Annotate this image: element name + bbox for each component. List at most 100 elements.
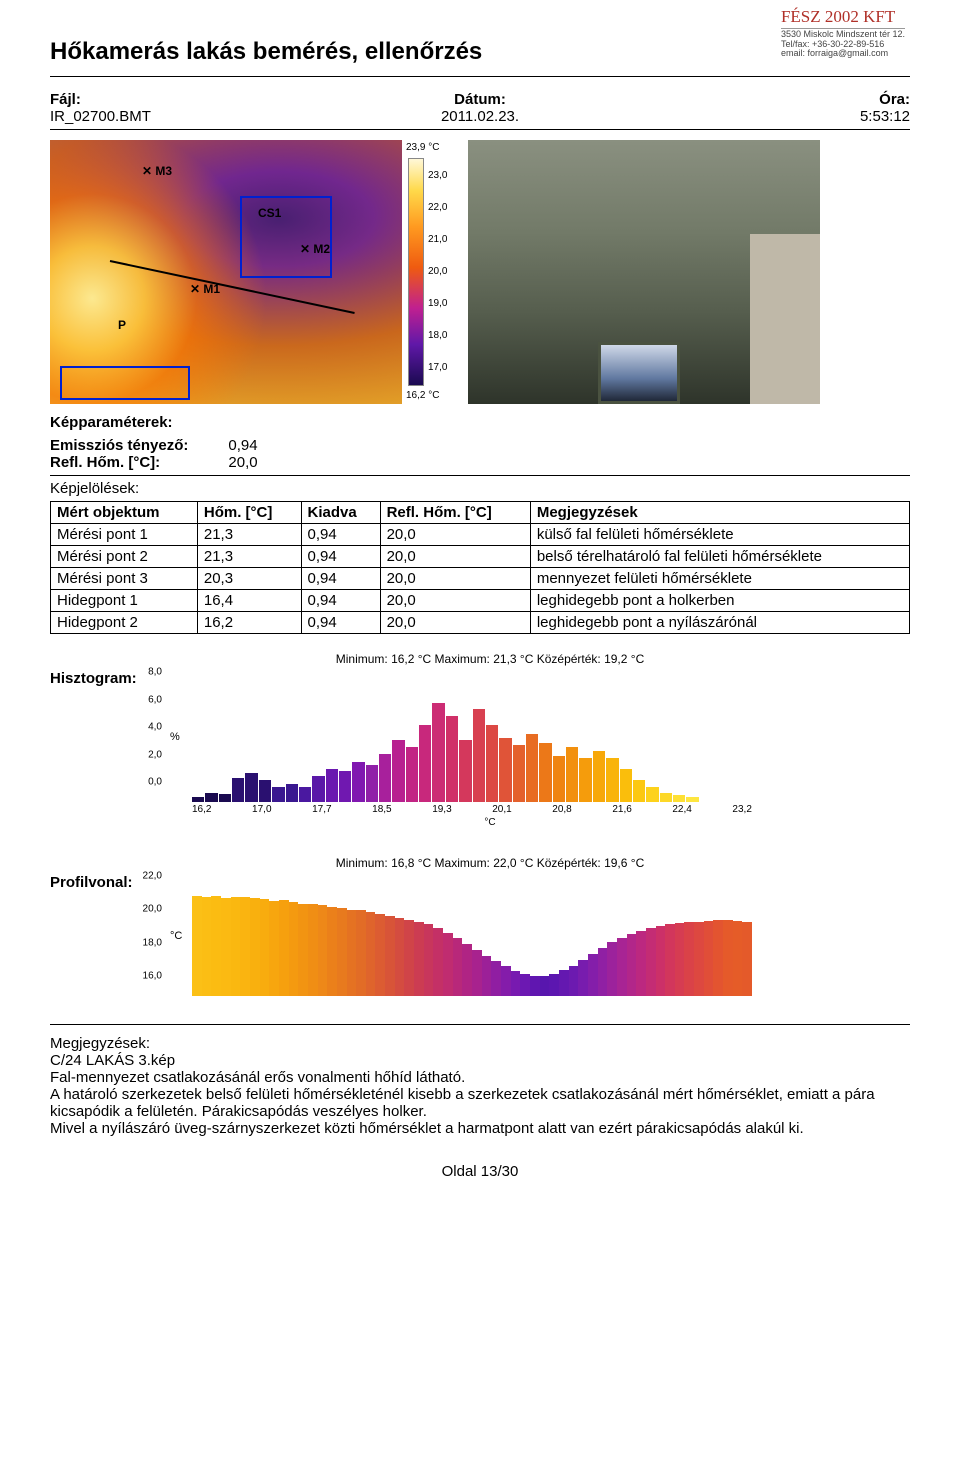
profile-bar [588,954,598,996]
profile-bar [211,896,221,996]
profile-bar [395,918,405,996]
profile-bar [549,974,559,996]
table-cell: Hidegpont 1 [51,590,198,612]
table-cell: 0,94 [301,568,380,590]
company-header: FÉSZ 2002 KFT 3530 Miskolc Mindszent tér… [781,8,905,59]
photo-window [598,342,680,404]
histogram-bar [406,747,418,802]
col-refl: Refl. Hőm. [°C] [380,502,530,524]
histogram-bar [673,795,685,802]
date-label: Dátum: [337,91,624,108]
table-cell: 0,94 [301,546,380,568]
y-tick: 18,0 [143,937,162,948]
y-tick: 4,0 [148,722,162,733]
col-emiss: Kiadva [301,502,380,524]
profile-bar [462,944,472,996]
histogram-bar [432,703,444,802]
profile-bar [665,924,675,996]
profile-bar [627,934,637,996]
table-cell: 20,0 [380,590,530,612]
histogram-bar [366,765,378,802]
x-tick: 18,5 [372,804,391,815]
table-cell: 16,4 [197,590,301,612]
thermal-image: ✕ M3 CS1 ✕ M2 ✕ M1 P [50,140,402,404]
marker-m2: ✕ M2 [300,242,330,256]
profile-bar [269,901,279,996]
profile-bar [289,902,299,996]
params-header: Képparaméterek: [50,414,910,431]
notes-section: Megjegyzések: C/24 LAKÁS 3.képFal-mennye… [50,1035,910,1137]
note-line: Mivel a nyílászáró üveg-szárnyszerkezet … [50,1120,910,1137]
profile-bar [453,938,463,996]
histogram-bar [620,769,632,802]
y-tick: 0,0 [148,777,162,788]
table-cell: Hidegpont 2 [51,612,198,634]
histogram-bar [326,769,338,802]
histogram-bar [219,794,231,802]
table-cell: Mérési pont 2 [51,546,198,568]
profile-bar [375,914,385,996]
reference-photo [468,140,820,404]
histogram-bar [513,745,525,802]
histogram-bar [633,780,645,802]
histogram-bar [459,740,471,802]
table-row: Hidegpont 116,40,9420,0leghidegebb pont … [51,590,910,612]
histogram-bar [686,797,698,803]
profile-bar [298,904,308,996]
table-cell: 0,94 [301,612,380,634]
x-tick: 20,8 [552,804,571,815]
profile-bar [404,920,414,996]
table-cell: 0,94 [301,524,380,546]
profile-chart: Minimum: 16,8 °C Maximum: 22,0 °C Középé… [170,856,810,996]
profile-bar [414,922,424,996]
file-label: Fájl: [50,91,337,108]
profile-bar [694,922,704,996]
profile-bar [472,950,482,996]
profile-bar [598,948,608,996]
histogram-bar [553,756,565,802]
profile-bar [347,910,357,996]
thermal-scale: 23,9 °C 23,0 22,0 21,0 20,0 19,0 18,0 17… [406,140,450,404]
profile-bar [424,924,434,996]
profile-bar [356,910,366,996]
table-cell: Mérési pont 1 [51,524,198,546]
scale-tick: 23,0 [428,170,447,181]
histogram-bar [646,787,658,802]
profile-bar [433,928,443,996]
file-meta-labels: Fájl: Dátum: Óra: [50,91,910,108]
refl-value: 20,0 [228,454,257,471]
note-line: Fal-mennyezet csatlakozásánál erős vonal… [50,1069,910,1086]
scale-tick: 22,0 [428,202,447,213]
notes-label: Megjegyzések: [50,1035,910,1052]
histogram-bar [593,751,605,802]
table-header-row: Mért objektum Hőm. [°C] Kiadva Refl. Hőm… [51,502,910,524]
profile-bar [482,956,492,996]
x-tick: 21,6 [612,804,631,815]
marker-m1: ✕ M1 [190,282,220,296]
x-tick: 19,3 [432,804,451,815]
histogram-bar [392,740,404,802]
cs1-rect [240,196,332,278]
table-cell: 0,94 [301,590,380,612]
marker-p: P [118,318,126,332]
profile-bar [250,898,260,996]
histogram-bar [286,784,298,802]
profile-bar [443,933,453,996]
profile-bar [684,922,694,996]
image-params: Képparaméterek: Emissziós tényező: Refl.… [50,414,910,471]
col-object: Mért objektum [51,502,198,524]
scale-tick: 17,0 [428,362,447,373]
profile-bar [713,920,723,996]
table-cell: 20,0 [380,568,530,590]
histogram-bar [419,725,431,802]
bottom-rect [60,366,190,400]
date-value: 2011.02.23. [337,108,624,125]
company-email: email: forraiga@gmail.com [781,49,905,59]
profile-bar [636,931,646,996]
table-cell: belső térelhatároló fal felületi hőmérsé… [530,546,909,568]
table-row: Mérési pont 221,30,9420,0belső térelhatá… [51,546,910,568]
table-cell: 16,2 [197,612,301,634]
histogram-bar [299,787,311,802]
histogram-bar [339,771,351,802]
histogram-bar [473,709,485,803]
